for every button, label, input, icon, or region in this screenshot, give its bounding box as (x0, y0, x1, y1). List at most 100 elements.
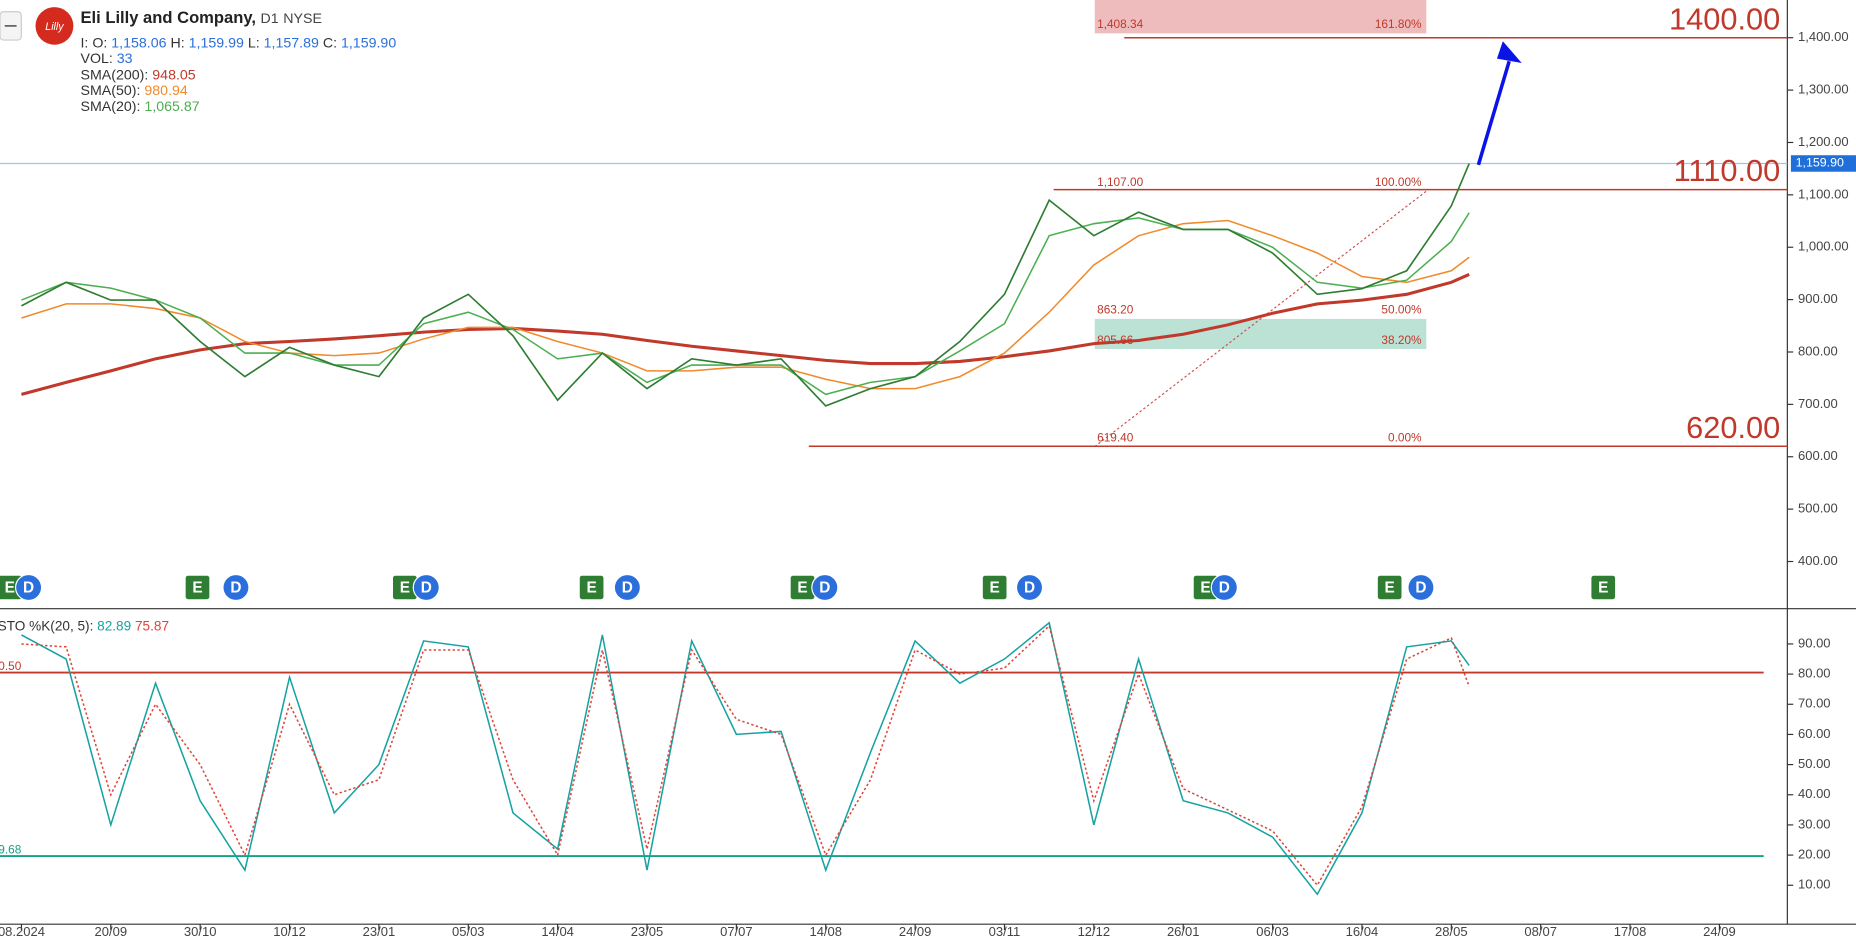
projection-arrow (1476, 60, 1511, 166)
x-tick-label: 24/09 (899, 924, 932, 939)
y-tick-label: 10.00 (1798, 877, 1831, 892)
y-tick-label: 1,200.00 (1798, 134, 1849, 149)
x-tick-label: 24/09 (1703, 924, 1736, 939)
fib-percent-label: 38.20% (1381, 333, 1422, 347)
instrument-title: Eli Lilly and Company, (80, 8, 255, 27)
ohlc-prefix: I: (80, 35, 88, 51)
x-tick-label: 28/05 (1435, 924, 1468, 939)
x-tick-label: 12/12 (1078, 924, 1111, 939)
event-label: D (622, 580, 633, 597)
fib-percent-label: 50.00% (1381, 303, 1422, 317)
x-tick-label: 08/07 (1524, 924, 1557, 939)
header-line: SMA(50): 980.94 (80, 83, 187, 99)
x-tick-label: 06/03 (1256, 924, 1289, 939)
event-label: E (5, 580, 15, 597)
ohlc-name: H: (170, 35, 184, 51)
x-tick-label: 30/10 (184, 924, 217, 939)
current-price-label: 1,159.90 (1796, 156, 1844, 170)
current-price-tag (1790, 155, 1856, 172)
y-tick-label: 20.00 (1798, 847, 1831, 862)
earnings-marker (185, 575, 210, 600)
earnings-marker (790, 575, 815, 600)
x-tick-label: 14/08 (809, 924, 842, 939)
y-tick-label: 1,300.00 (1798, 82, 1849, 97)
y-tick-label: 700.00 (1798, 396, 1838, 411)
y-tick-label: 600.00 (1798, 448, 1838, 463)
x-tick-label: 26/01 (1167, 924, 1200, 939)
dividend-marker (811, 573, 839, 602)
y-tick-label: 1,000.00 (1798, 239, 1849, 254)
x-tick-label: 17/08 (1614, 924, 1647, 939)
ohlc-name: O: (92, 35, 107, 51)
y-tick-label: 70.00 (1798, 696, 1831, 711)
y-tick-label: 500.00 (1798, 501, 1838, 516)
dividend-marker (222, 573, 250, 602)
dividend-marker (1407, 573, 1435, 602)
x-tick-label: 03/11 (989, 924, 1021, 939)
volume-name: VOL: (80, 51, 112, 67)
indicator-name: SMA(200): (80, 67, 148, 83)
earnings-marker (1591, 575, 1616, 600)
y-tick-label: 1,100.00 (1798, 186, 1849, 201)
earnings-marker (579, 575, 604, 600)
ohlc-name: C: (323, 35, 337, 51)
earnings-marker (392, 575, 417, 600)
y-tick-label: 60.00 (1798, 726, 1831, 741)
stoch-legend: STO %K(20, 5): 82.89 75.87 (0, 618, 169, 633)
fib-percent-label: 0.00% (1388, 430, 1422, 444)
y-tick-label: 50.00 (1798, 756, 1831, 771)
ohlc-value: 1,159.99 (189, 35, 244, 51)
dividend-marker (1210, 573, 1238, 602)
event-label: D (819, 580, 830, 597)
ohlc-name: L: (248, 35, 260, 51)
event-label: E (1385, 580, 1395, 597)
event-label: D (23, 580, 34, 597)
stoch-title: STO %K(20, 5): (0, 618, 93, 633)
indicator-value: 980.94 (144, 83, 188, 99)
main-layer (21, 163, 1470, 896)
fib-price-label: 805.66 (1097, 333, 1134, 347)
fib-price-label: 1,408.34 (1097, 17, 1143, 31)
x-tick-label: 07/07 (720, 924, 753, 939)
x-tick-label: 08.2024 (0, 924, 45, 939)
indicator-name: SMA(20): (80, 99, 140, 115)
fib-retracement-zone (1094, 318, 1427, 350)
fib-price-label: 863.20 (1097, 303, 1134, 317)
y-tick-label: 30.00 (1798, 816, 1831, 831)
fib-percent-label: 161.80% (1375, 17, 1422, 31)
fib-percent-label: 100.00% (1375, 175, 1422, 189)
x-tick-label: 23/05 (631, 924, 664, 939)
header-line: Eli Lilly and Company, D1 NYSE (80, 8, 321, 27)
event-label: D (1219, 580, 1230, 597)
stoch-level-label: 19.68 (0, 842, 22, 856)
x-tick-label: 23/01 (363, 924, 396, 939)
y-tick-label: 800.00 (1798, 343, 1838, 358)
fib-extension-zone (1094, 0, 1427, 34)
series-line (21, 273, 1470, 396)
timeframe: D1 (261, 11, 279, 27)
y-tick-label: 900.00 (1798, 291, 1838, 306)
level-label: 1110.00 (1674, 153, 1781, 188)
indicator-value: 1,065.87 (144, 99, 199, 115)
dividend-marker (613, 573, 641, 602)
earnings-marker (1193, 575, 1218, 600)
stoch-d-value: 75.87 (135, 618, 169, 633)
fib-price-label: 619.40 (1097, 430, 1134, 444)
event-label: E (586, 580, 596, 597)
header-line: VOL: 33 (80, 51, 132, 67)
event-label: E (400, 580, 410, 597)
dividend-marker (1015, 573, 1044, 602)
header-line: I: O: 1,158.06 H: 1,159.99 L: 1,157.89 C… (80, 35, 396, 51)
projection-arrowhead (1496, 41, 1522, 63)
header-line: SMA(20): 1,065.87 (80, 99, 199, 115)
event-label: E (990, 580, 1000, 597)
logo (35, 7, 74, 45)
series-line (21, 219, 1470, 390)
event-label: D (1024, 580, 1035, 597)
volume-value: 33 (117, 51, 133, 67)
earnings-marker (1377, 575, 1402, 600)
